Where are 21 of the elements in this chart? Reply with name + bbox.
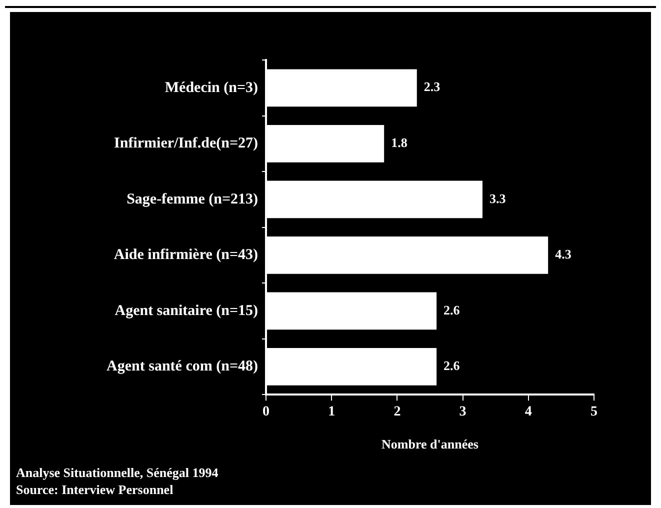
data-label: 3.3 [489,190,506,206]
x-tick-label: 4 [524,404,532,420]
x-axis-title: Nombre d'années [382,436,478,452]
text: Analyse Situationnelle, Sénégal 1994 [16,464,218,481]
data-label: 2.3 [424,79,441,94]
y-tick-label: Agent sanitaire (n=15) [114,302,258,319]
x-tick-label: 5 [590,404,598,420]
data-label: 2.6 [444,358,460,374]
data-label: 1.8 [391,135,408,150]
source-note: Source: Interview Personnel [16,481,174,498]
data-label: 4.3 [555,246,572,262]
y-tick-label: Médecin (n=3) [164,80,258,96]
y-tick-label: Aide infirmière (n=43) [114,247,258,264]
x-tick-label: 2 [394,404,401,420]
y-tick-label: Sage-femme (n=213) [126,191,258,208]
y-tick-label: Agent santé com (n=48) [106,358,258,375]
x-tick-label: 3 [459,404,466,420]
data-label: 2.6 [444,302,460,318]
x-tick-label: 0 [262,404,270,420]
y-tick-label: Infirmier/Inf.de(n=27) [114,136,258,152]
x-tick-label: 1 [328,404,336,420]
